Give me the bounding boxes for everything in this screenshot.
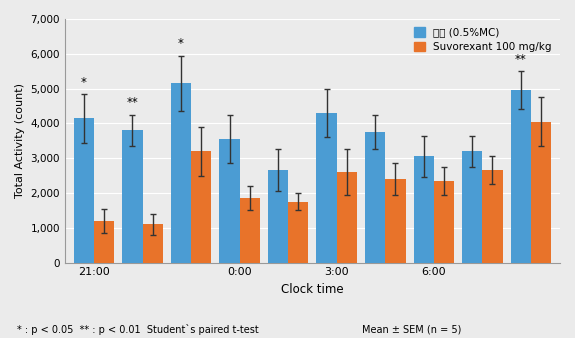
- Bar: [531, 122, 551, 263]
- Bar: [337, 172, 357, 263]
- Bar: [316, 113, 337, 263]
- Text: Mean ± SEM (n = 5): Mean ± SEM (n = 5): [362, 324, 462, 335]
- Bar: [143, 224, 163, 263]
- Bar: [511, 90, 531, 263]
- Bar: [74, 118, 94, 263]
- Bar: [240, 198, 260, 263]
- Text: **: **: [515, 53, 527, 66]
- Bar: [171, 83, 191, 263]
- Bar: [191, 151, 212, 263]
- Bar: [462, 151, 482, 263]
- Bar: [413, 156, 434, 263]
- X-axis label: Clock time: Clock time: [281, 283, 344, 296]
- Bar: [482, 170, 503, 263]
- Y-axis label: Total Activity (count): Total Activity (count): [15, 83, 25, 198]
- Bar: [268, 170, 288, 263]
- Bar: [94, 221, 114, 263]
- Text: * : p < 0.05  ** : p < 0.01  Student`s paired t-test: * : p < 0.05 ** : p < 0.01 Student`s pai…: [17, 323, 259, 335]
- Bar: [122, 130, 143, 263]
- Bar: [288, 202, 308, 263]
- Bar: [365, 132, 385, 263]
- Text: **: **: [126, 96, 139, 110]
- Bar: [434, 181, 454, 263]
- Bar: [385, 179, 405, 263]
- Text: *: *: [81, 76, 87, 89]
- Text: *: *: [178, 37, 184, 50]
- Legend: 媒体 (0.5%MC), Suvorexant 100 mg/kg: 媒体 (0.5%MC), Suvorexant 100 mg/kg: [411, 24, 555, 55]
- Bar: [220, 139, 240, 263]
